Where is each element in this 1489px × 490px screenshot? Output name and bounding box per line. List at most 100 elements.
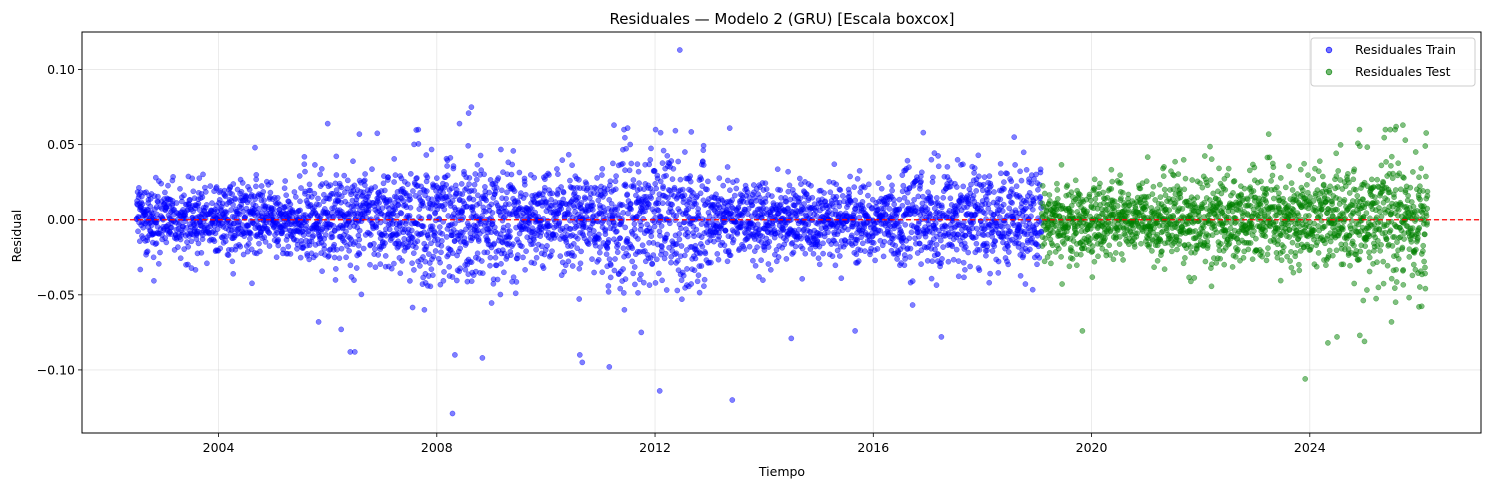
data-point bbox=[989, 248, 996, 254]
data-point bbox=[406, 212, 413, 219]
data-point bbox=[376, 200, 382, 206]
data-point bbox=[1217, 255, 1224, 262]
data-point bbox=[820, 250, 826, 257]
data-point bbox=[1046, 192, 1053, 198]
data-point bbox=[432, 248, 439, 254]
data-point bbox=[410, 250, 417, 257]
data-point bbox=[648, 228, 655, 235]
data-point bbox=[1058, 161, 1065, 168]
data-point bbox=[266, 243, 273, 249]
data-point bbox=[297, 207, 303, 214]
data-point bbox=[673, 213, 680, 219]
data-point bbox=[229, 258, 236, 265]
data-point bbox=[465, 142, 472, 149]
data-point bbox=[163, 239, 170, 246]
data-point bbox=[1216, 165, 1222, 172]
data-point bbox=[636, 180, 642, 186]
data-point bbox=[652, 280, 659, 286]
data-point bbox=[433, 175, 440, 181]
data-point bbox=[505, 222, 511, 229]
data-point bbox=[170, 173, 176, 180]
data-point bbox=[436, 224, 443, 230]
data-point bbox=[351, 277, 357, 283]
data-point bbox=[553, 232, 559, 238]
data-point bbox=[1125, 191, 1132, 198]
data-point bbox=[1027, 246, 1033, 253]
data-point bbox=[674, 258, 681, 264]
data-point bbox=[678, 243, 685, 249]
data-point bbox=[733, 177, 740, 184]
data-point bbox=[607, 178, 614, 185]
data-point bbox=[520, 254, 526, 261]
data-point bbox=[1231, 178, 1238, 184]
data-point bbox=[1257, 201, 1264, 208]
data-point bbox=[702, 250, 709, 257]
data-point bbox=[669, 176, 676, 182]
data-point bbox=[786, 182, 793, 189]
data-point bbox=[646, 201, 652, 208]
data-point bbox=[1175, 171, 1182, 177]
data-point bbox=[693, 201, 699, 207]
data-point bbox=[221, 187, 228, 194]
data-point bbox=[559, 157, 566, 163]
data-point bbox=[1151, 264, 1157, 271]
data-point bbox=[498, 187, 505, 194]
data-point bbox=[870, 240, 877, 246]
data-point bbox=[1073, 262, 1080, 269]
data-point bbox=[466, 175, 473, 181]
data-point bbox=[865, 192, 871, 199]
outlier-point bbox=[576, 352, 583, 358]
data-point bbox=[421, 306, 428, 313]
outlier-point bbox=[449, 410, 456, 417]
data-point bbox=[663, 287, 670, 293]
data-point bbox=[570, 240, 577, 247]
data-point bbox=[797, 195, 803, 202]
data-point bbox=[312, 162, 318, 168]
data-point bbox=[1017, 168, 1023, 175]
data-point bbox=[975, 152, 982, 159]
data-point bbox=[907, 245, 914, 252]
data-point bbox=[181, 192, 187, 199]
data-point bbox=[607, 274, 614, 281]
data-point bbox=[287, 201, 294, 208]
data-point bbox=[896, 196, 903, 203]
data-point bbox=[827, 189, 834, 196]
data-point bbox=[458, 181, 465, 187]
outlier-point bbox=[479, 355, 486, 361]
data-point bbox=[1200, 224, 1207, 230]
data-point bbox=[367, 261, 373, 268]
data-point bbox=[590, 202, 596, 209]
data-point bbox=[481, 171, 487, 178]
data-point bbox=[695, 206, 702, 212]
data-point bbox=[984, 243, 991, 250]
data-point bbox=[785, 168, 791, 175]
data-point bbox=[287, 251, 294, 257]
data-point bbox=[478, 258, 485, 264]
data-point bbox=[557, 253, 564, 259]
data-point bbox=[338, 193, 345, 200]
data-point bbox=[986, 279, 993, 286]
data-point bbox=[1251, 164, 1258, 171]
outlier-point bbox=[252, 144, 258, 151]
data-point bbox=[853, 251, 860, 258]
data-point bbox=[245, 241, 252, 247]
data-point bbox=[698, 263, 705, 269]
data-point bbox=[612, 178, 619, 185]
data-point bbox=[274, 194, 281, 201]
data-point bbox=[1253, 235, 1259, 242]
outlier-point bbox=[638, 329, 645, 336]
data-point bbox=[647, 156, 654, 163]
data-point bbox=[510, 148, 517, 154]
data-point bbox=[1182, 175, 1189, 182]
data-point bbox=[151, 277, 157, 284]
data-point bbox=[223, 233, 230, 240]
data-point bbox=[894, 256, 900, 262]
data-point bbox=[1058, 253, 1064, 260]
data-point bbox=[657, 129, 664, 136]
data-point bbox=[388, 265, 395, 272]
data-point bbox=[679, 186, 686, 193]
data-point bbox=[1055, 245, 1062, 252]
data-point bbox=[177, 236, 184, 243]
data-point bbox=[360, 245, 367, 252]
data-point bbox=[815, 255, 822, 262]
